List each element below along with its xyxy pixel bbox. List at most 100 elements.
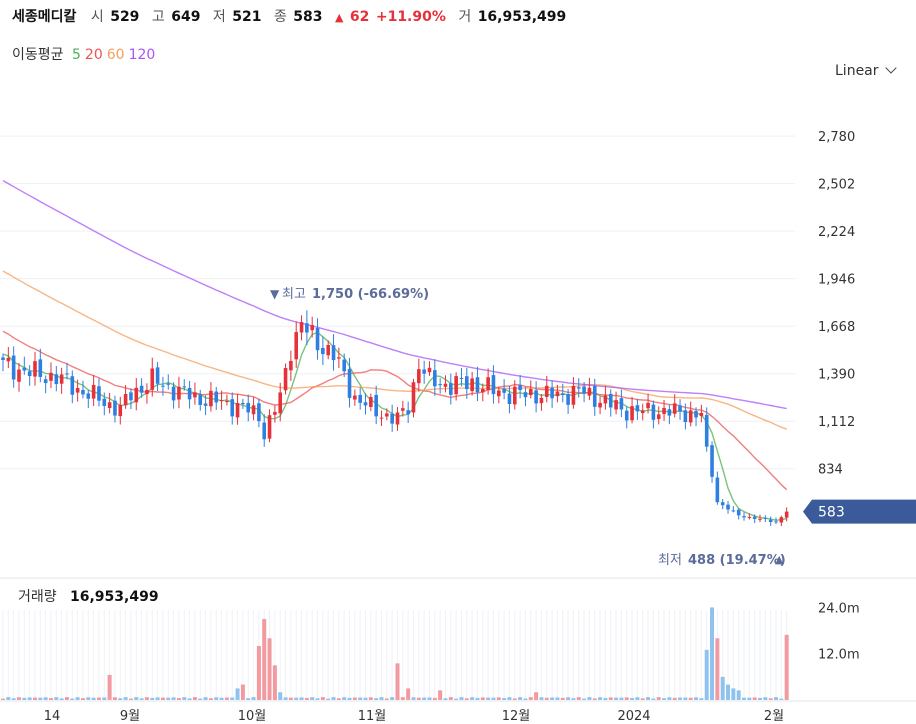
candle-body	[353, 395, 357, 400]
volume-bar	[22, 697, 27, 700]
candle-body	[726, 504, 730, 510]
candle-body	[155, 367, 160, 384]
current-price-label: 583	[818, 505, 845, 521]
x-tick-label: 2024	[617, 709, 650, 724]
volume-bar	[571, 698, 576, 700]
candle-body	[747, 516, 752, 518]
volume-bar	[294, 697, 299, 700]
change-up-icon: ▲	[334, 11, 344, 24]
volume-bar	[384, 698, 389, 700]
volume-bar	[667, 697, 672, 700]
candle-body	[582, 386, 586, 394]
volume-bar	[587, 697, 592, 700]
volume-bar	[480, 697, 485, 700]
high-value: 649	[171, 9, 201, 25]
change-value: 62	[349, 9, 370, 25]
y-tick-label: 1,946	[818, 273, 855, 288]
volume-bar	[310, 697, 315, 700]
candle-body	[640, 410, 645, 414]
volume-bar	[6, 697, 11, 700]
candle-body	[145, 389, 149, 394]
volume-bar	[358, 697, 363, 700]
volume-bar	[80, 698, 85, 700]
candle-body	[358, 394, 362, 403]
candle-body	[560, 393, 565, 396]
volume-bar	[758, 697, 763, 700]
volume-bar	[774, 697, 779, 700]
volume-bar	[704, 649, 709, 700]
candle-body	[624, 410, 629, 421]
volume-bar	[555, 697, 560, 700]
volume-bar	[683, 697, 688, 700]
candle-body	[566, 394, 570, 405]
volume-bar	[406, 688, 411, 700]
candle-body	[417, 369, 421, 384]
y-tick-label: 1,390	[818, 368, 855, 383]
volume-bar	[534, 692, 539, 700]
volume-bar	[347, 697, 352, 700]
volume-bar	[502, 698, 507, 700]
scale-selector[interactable]: Linear	[835, 62, 897, 79]
x-tick-label: 11월	[358, 709, 387, 724]
volume-bar	[150, 697, 155, 700]
candle-body	[528, 388, 533, 396]
y-tick-label: 2,224	[818, 225, 855, 240]
candle-body	[166, 383, 171, 385]
volume-bar	[166, 697, 171, 700]
candle-body	[299, 322, 304, 333]
volume-bar	[614, 697, 619, 700]
volume-bar	[646, 697, 651, 700]
candle-body	[209, 390, 213, 407]
candle-body	[512, 386, 517, 405]
x-tick-label: 2월	[764, 709, 784, 724]
candle-body	[603, 395, 608, 404]
candle-body	[235, 402, 240, 418]
open-label: 시	[90, 9, 104, 25]
volume-bar	[304, 697, 309, 700]
volume-bar	[86, 697, 91, 700]
candle-body	[337, 357, 341, 359]
volume-bar	[512, 698, 517, 700]
ma-item-120[interactable]: 120	[128, 47, 156, 63]
volume-bar	[443, 698, 448, 700]
volume-bar	[752, 697, 757, 700]
candle-body	[33, 361, 37, 377]
candle-body	[257, 403, 261, 422]
candle-body	[1, 357, 5, 360]
ma-line-60	[2, 270, 787, 430]
candle-body	[406, 410, 410, 415]
volume-bar	[411, 697, 416, 700]
candle-body	[225, 401, 229, 403]
candle-body	[720, 502, 725, 506]
candle-body	[374, 394, 378, 417]
ma-label: 이동평균	[12, 47, 64, 63]
ma-item-60[interactable]: 60	[106, 47, 125, 63]
candle-body	[347, 368, 352, 398]
volume-bar	[1, 698, 5, 700]
y-tick-label: 1,668	[818, 320, 855, 335]
volume-bar	[550, 697, 555, 700]
high-annotation-prefix: 최고	[282, 287, 306, 302]
volume-bar	[240, 684, 245, 700]
ma-item-5[interactable]: 5	[71, 47, 81, 63]
candle-body	[598, 402, 602, 408]
volume-bar	[262, 619, 267, 700]
volume-bar	[566, 697, 571, 700]
volume-bar	[486, 697, 491, 700]
volume-bar	[363, 697, 368, 700]
candle-body	[70, 376, 75, 395]
candle-body	[662, 407, 666, 415]
volume-panel-label: 거래량	[18, 589, 57, 605]
candle-body	[449, 383, 453, 395]
volume-bar	[342, 697, 347, 700]
volume-bar	[102, 697, 107, 700]
candle-body	[385, 413, 389, 417]
volume-bar	[352, 697, 357, 700]
candle-body	[113, 400, 117, 416]
candle-body	[331, 345, 336, 361]
candle-body	[129, 392, 133, 401]
ma-item-20[interactable]: 20	[84, 47, 103, 63]
stock-header: 세종메디칼 시 529 고 649 저 521 종 583 ▲ 62 +11.9…	[12, 6, 574, 26]
volume-bar	[454, 698, 459, 700]
